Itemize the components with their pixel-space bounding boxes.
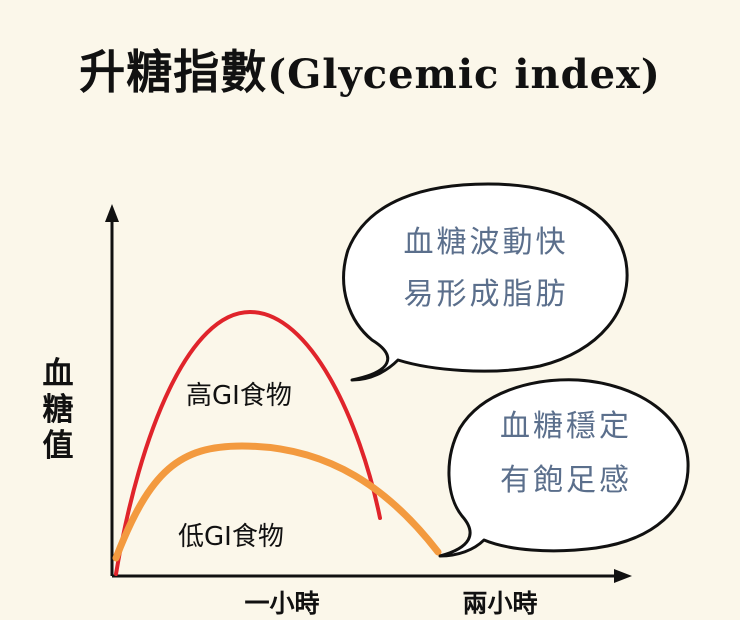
y-label-char-3: 值 xyxy=(43,428,74,464)
x-axis-arrow-icon xyxy=(614,569,632,583)
high-gi-curve xyxy=(114,309,382,576)
page-title: 升糖指數(Glycemic index) xyxy=(0,36,740,102)
bubble-low-line-1: 血糖穩定 xyxy=(500,409,632,444)
bubble-low-line-2: 有飽足感 xyxy=(500,463,632,498)
high-gi-label: 高GI食物 xyxy=(186,381,292,411)
title-paren: (Glycemic index) xyxy=(267,51,661,98)
x-tick-one-hour: 一小時 xyxy=(244,589,319,618)
y-axis-arrow-icon xyxy=(105,204,119,222)
y-label-char-2: 糖 xyxy=(43,392,74,428)
bubble-high-line-2: 易形成脂肪 xyxy=(404,277,569,312)
bubble-high-line-1: 血糖波動快 xyxy=(404,225,569,260)
low-gi-curve xyxy=(112,442,442,562)
y-label-char-1: 血 xyxy=(43,356,74,392)
speech-bubble-high-gi: 血糖波動快 易形成脂肪 xyxy=(342,182,629,382)
axes xyxy=(105,204,632,583)
speech-bubble-low-gi: 血糖穩定 有飽足感 xyxy=(438,378,690,558)
speech-bubble-shape xyxy=(342,182,629,382)
title-main: 升糖指數 xyxy=(79,45,268,99)
low-gi-label: 低GI食物 xyxy=(178,522,284,552)
speech-bubble-shape xyxy=(438,378,690,558)
x-tick-two-hours: 兩小時 xyxy=(462,589,537,618)
